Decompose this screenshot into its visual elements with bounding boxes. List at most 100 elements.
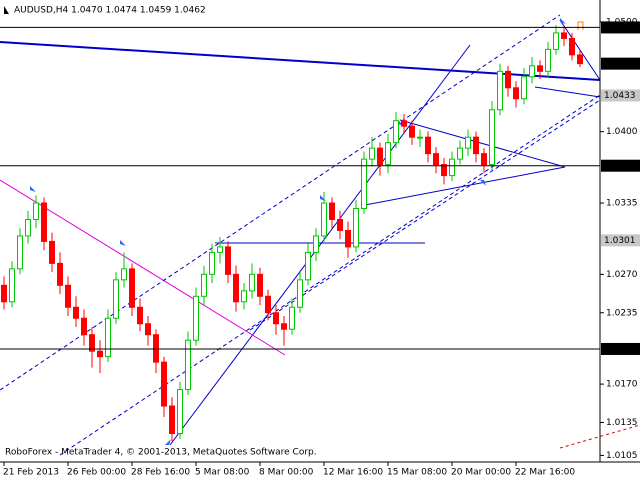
level-label-box <box>601 57 640 70</box>
candle-body <box>337 218 343 231</box>
candle-body <box>545 48 551 72</box>
level-label-box <box>601 342 640 355</box>
x-tick-label: 15 Mar 08:00 <box>387 468 447 478</box>
candle-body <box>441 164 447 177</box>
y-tick-label: 1.0270 <box>606 270 638 280</box>
y-tick-label: 1.0105 <box>606 451 638 461</box>
x-tick-label: 21 Feb 2013 <box>3 468 59 478</box>
level-label-box <box>601 234 640 247</box>
candle-body <box>505 70 511 89</box>
signal-icon <box>577 21 584 30</box>
fractal-arrow <box>480 180 486 186</box>
candle-body <box>145 323 151 336</box>
candle-body <box>329 202 335 220</box>
candle-body <box>41 202 47 242</box>
candle-body <box>161 361 167 407</box>
x-tick-label: 20 Mar 00:00 <box>451 468 511 478</box>
candle-body <box>65 284 71 308</box>
candle-body <box>401 120 407 127</box>
candle-body <box>169 405 175 434</box>
x-tick-label: 12 Mar 16:00 <box>323 468 383 478</box>
candle-body <box>449 158 455 177</box>
candle-body <box>33 202 39 220</box>
candle-body <box>89 334 95 352</box>
y-tick-label: 1.0170 <box>606 380 638 390</box>
candle-body <box>569 37 575 56</box>
candle-body <box>9 268 15 303</box>
candle-body <box>409 125 415 138</box>
candle-body <box>297 279 303 308</box>
candle-body <box>425 136 431 155</box>
candle-body <box>385 142 391 166</box>
candle-body <box>417 136 423 139</box>
candle-body <box>281 323 287 330</box>
candle-body <box>481 153 487 166</box>
candle-body <box>201 273 207 297</box>
channel-line <box>59 94 601 456</box>
y-tick-label: 1.0135 <box>606 418 638 428</box>
candle-body <box>129 268 135 308</box>
fractal-arrow <box>120 240 126 246</box>
candle-body <box>153 334 159 363</box>
candle-body <box>265 295 271 314</box>
candle-body <box>321 202 327 237</box>
candle-body <box>553 32 559 50</box>
candle-body <box>497 70 503 111</box>
candle-body <box>57 262 63 286</box>
trendline <box>399 119 566 168</box>
trendline <box>559 19 601 81</box>
x-tick-label: 26 Feb 00:00 <box>67 468 126 478</box>
level-label: 1.0433 <box>604 91 636 101</box>
chart-title: AUDUSD,H4 1.0470 1.0474 1.0459 1.0462 <box>14 6 206 16</box>
fractal-arrow <box>165 439 171 445</box>
candle-body <box>537 65 543 72</box>
level-label: 1.0369 <box>604 161 636 171</box>
x-tick-label: 5 Mar 08:00 <box>195 468 250 478</box>
trendline <box>534 86 601 98</box>
channel-line <box>559 424 640 449</box>
level-label: 1.0202 <box>604 344 636 354</box>
candle-body <box>185 339 191 391</box>
candle-body <box>369 147 375 160</box>
candle-body <box>81 317 87 336</box>
candle-body <box>49 240 55 264</box>
candle-body <box>233 273 239 303</box>
y-tick-label: 1.0400 <box>606 127 638 137</box>
x-tick-label: 22 Mar 16:00 <box>515 468 575 478</box>
candle-body <box>313 235 319 253</box>
candle-body <box>473 136 479 155</box>
candle-body <box>217 246 223 253</box>
candle-body <box>577 54 583 65</box>
candle-body <box>393 120 399 144</box>
fractal-arrow <box>30 186 36 192</box>
candle-body <box>521 76 527 100</box>
candle-body <box>345 229 351 248</box>
candle-body <box>457 147 463 160</box>
level-label: 1.0495 <box>604 23 636 33</box>
candle-body <box>105 317 111 358</box>
candle-body <box>489 109 495 166</box>
candle-body <box>25 218 31 237</box>
level-label-box <box>601 159 640 172</box>
candle-body <box>273 312 279 325</box>
trendline <box>169 44 471 446</box>
candle-body <box>17 235 23 270</box>
trendline <box>0 179 286 356</box>
x-tick-label: 28 Feb 16:00 <box>131 468 190 478</box>
candle-body <box>1 284 7 303</box>
candle-body <box>305 251 311 281</box>
candle-body <box>513 87 519 100</box>
candle-body <box>465 136 471 149</box>
trendline <box>364 166 566 206</box>
candle-body <box>97 350 103 358</box>
candle-body <box>209 251 215 275</box>
candle-body <box>361 158 367 210</box>
fractal-arrow <box>560 18 566 24</box>
level-label-box <box>601 21 640 34</box>
candle-body <box>289 306 295 330</box>
candle-body <box>377 147 383 166</box>
candle-body <box>73 306 79 319</box>
candle-body <box>249 273 255 292</box>
